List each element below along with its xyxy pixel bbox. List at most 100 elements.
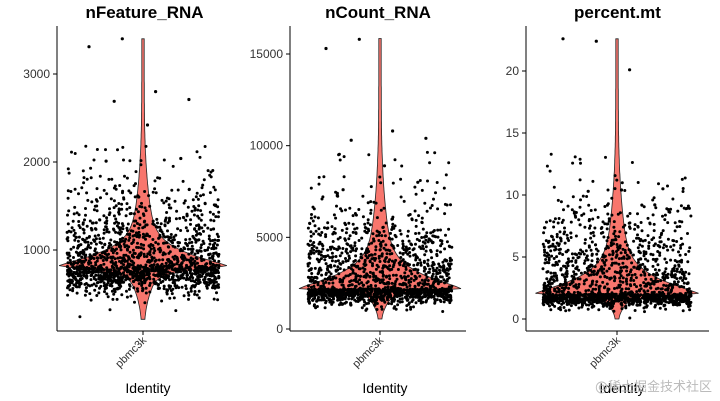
data-point: [426, 279, 430, 282]
data-point: [581, 293, 585, 297]
data-point: [134, 219, 138, 223]
data-point: [139, 242, 143, 246]
data-point: [591, 179, 595, 183]
data-point: [102, 228, 106, 232]
data-point: [116, 275, 120, 279]
data-point: [169, 206, 173, 210]
data-point: [98, 253, 102, 257]
data-point: [391, 181, 395, 185]
data-point: [688, 302, 692, 306]
data-point: [167, 259, 171, 263]
data-point: [652, 222, 656, 226]
data-point: [552, 299, 556, 303]
data-point: [142, 247, 146, 251]
data-point: [374, 245, 378, 249]
data-point: [87, 261, 90, 265]
data-point: [72, 245, 76, 249]
data-point: [215, 243, 219, 247]
data-point: [407, 213, 411, 217]
data-point: [189, 218, 193, 222]
data-point: [66, 293, 70, 297]
data-point: [612, 225, 616, 229]
data-point: [669, 245, 673, 249]
data-point: [415, 237, 419, 241]
data-point: [377, 254, 381, 258]
data-point: [208, 242, 212, 246]
outlier-point: [424, 136, 428, 140]
data-point: [378, 231, 382, 235]
data-point: [207, 234, 211, 238]
data-point: [154, 267, 158, 271]
data-point: [104, 225, 108, 229]
data-point: [184, 284, 188, 288]
data-point: [184, 226, 188, 230]
data-point: [551, 278, 555, 282]
data-point: [671, 239, 675, 242]
data-point: [326, 221, 330, 225]
data-point: [132, 184, 136, 188]
data-point: [609, 302, 613, 306]
data-point: [92, 257, 96, 260]
data-point: [357, 267, 361, 271]
data-point: [436, 235, 440, 239]
data-point: [108, 207, 111, 211]
data-point: [151, 244, 155, 247]
data-point: [595, 252, 599, 256]
data-point: [444, 233, 447, 237]
data-point: [435, 249, 439, 253]
data-point: [552, 185, 556, 189]
data-point: [565, 270, 569, 274]
data-point: [148, 290, 152, 294]
data-point: [199, 209, 203, 213]
data-point: [642, 281, 646, 285]
data-point: [109, 256, 113, 260]
data-point: [679, 244, 683, 247]
data-point: [329, 263, 333, 267]
data-point: [387, 302, 391, 305]
data-point: [398, 251, 402, 255]
data-point: [435, 266, 439, 270]
data-point: [420, 216, 424, 220]
data-point: [610, 196, 614, 200]
data-point: [636, 295, 640, 298]
data-point: [561, 300, 565, 304]
data-point: [148, 245, 152, 249]
data-point: [179, 229, 183, 232]
data-point: [586, 272, 590, 276]
data-point: [426, 289, 429, 292]
data-point: [640, 244, 644, 248]
data-point: [445, 274, 449, 278]
data-point: [335, 204, 338, 208]
data-point: [115, 251, 119, 255]
data-point: [342, 292, 346, 296]
data-point: [587, 288, 591, 292]
data-point: [646, 234, 650, 238]
data-point: [583, 238, 587, 242]
data-point: [163, 270, 167, 274]
data-point: [560, 293, 564, 297]
data-point: [133, 300, 136, 304]
data-point: [182, 276, 186, 280]
data-point: [102, 281, 106, 285]
data-point: [613, 187, 617, 191]
data-point: [335, 295, 339, 299]
data-point: [659, 279, 663, 283]
data-point: [135, 222, 139, 225]
data-point: [587, 203, 591, 207]
data-point: [541, 267, 545, 271]
data-point: [368, 275, 372, 278]
data-point: [94, 242, 98, 246]
data-point: [107, 275, 111, 279]
data-point: [622, 265, 626, 269]
data-point: [203, 248, 207, 252]
data-point: [349, 303, 353, 307]
data-point: [593, 265, 597, 269]
data-point: [681, 187, 685, 190]
data-point: [595, 272, 599, 276]
data-point: [89, 226, 93, 230]
data-point: [419, 247, 423, 250]
data-point: [175, 262, 179, 266]
data-point: [616, 248, 620, 252]
data-point: [327, 281, 331, 285]
data-point: [646, 259, 650, 263]
